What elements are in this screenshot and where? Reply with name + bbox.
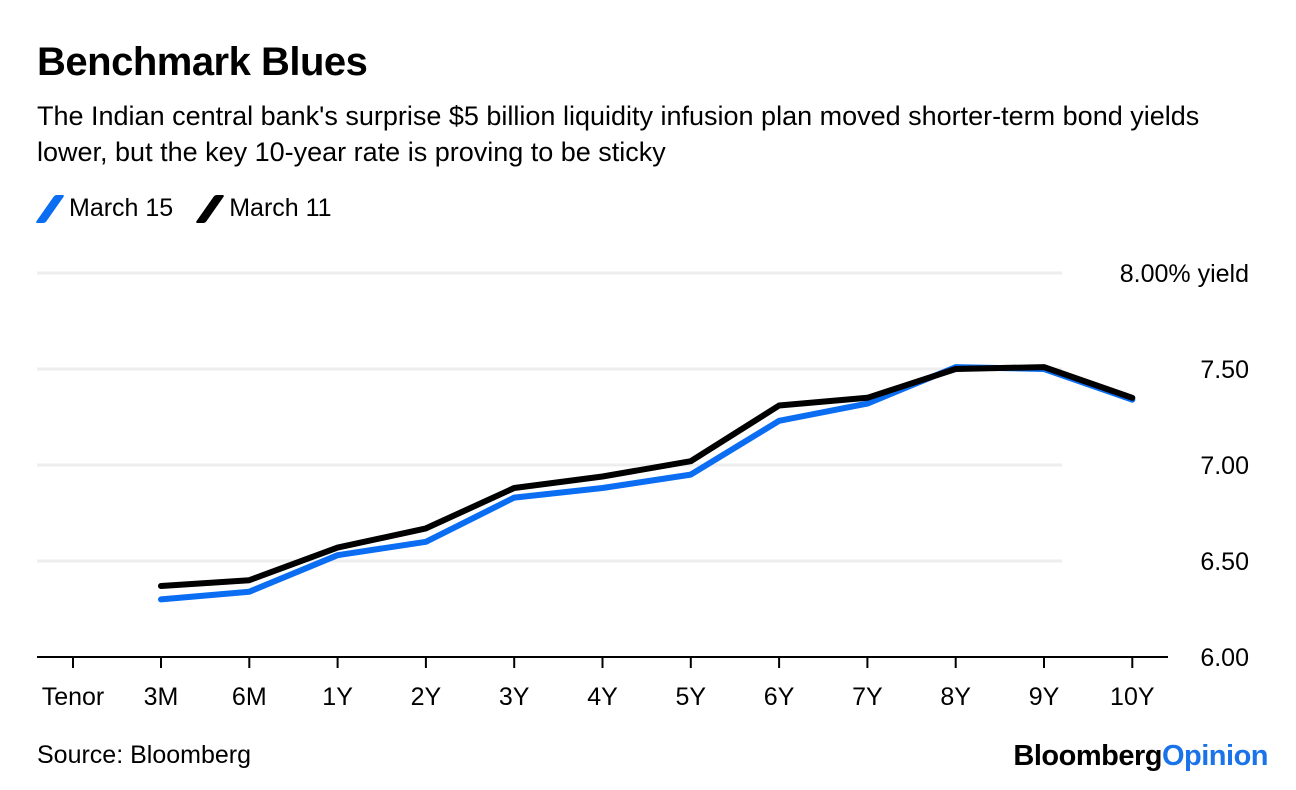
- legend-label-march-11: March 11: [229, 194, 332, 222]
- series-line-march-11: [158, 364, 1136, 589]
- legend-item-march-15: March 15: [35, 194, 174, 223]
- x-tick-label: 4Y: [587, 683, 618, 711]
- brand-main: Bloomberg: [1013, 740, 1162, 772]
- x-tick-label: 2Y: [411, 683, 442, 711]
- x-tick-label: 10Y: [1110, 683, 1155, 711]
- y-axis-labels: 6.00 6.50 7.00 7.50 8.00% yield: [1120, 260, 1249, 672]
- series-lines: [158, 364, 1136, 603]
- y-tick-label: 8.00% yield: [1120, 260, 1249, 288]
- y-tick-label: 6.50: [1200, 548, 1249, 576]
- legend-item-march-11: March 11: [195, 194, 332, 223]
- x-tick-label: 1Y: [322, 683, 353, 711]
- source-note: Source: Bloomberg: [37, 741, 252, 769]
- x-tick-label: 7Y: [852, 683, 883, 711]
- x-tick-label: 6M: [232, 683, 267, 711]
- brand-logo: BloombergOpinion: [1013, 740, 1268, 773]
- x-axis-title: Tenor: [42, 683, 105, 711]
- chart-title: Benchmark Blues: [37, 40, 368, 84]
- legend: March 15 March 11: [35, 194, 356, 223]
- x-tick-label: 8Y: [940, 683, 971, 711]
- legend-label-march-15: March 15: [69, 194, 174, 222]
- x-tick-label: 3Y: [499, 683, 530, 711]
- x-axis: Tenor 3M 6M 1Y 2Y 3Y 4Y 5Y 6Y 7Y 8Y 9Y 10Y: [37, 656, 1168, 711]
- x-tick-label: 9Y: [1029, 683, 1060, 711]
- y-tick-label: 6.00: [1200, 644, 1249, 672]
- y-tick-label: 7.50: [1200, 356, 1249, 384]
- y-tick-label: 7.00: [1200, 452, 1249, 480]
- brand-accent: Opinion: [1161, 740, 1269, 772]
- x-tick-label: 5Y: [676, 683, 707, 711]
- x-tick-label: 6Y: [764, 683, 795, 711]
- x-tick-label: 3M: [144, 683, 179, 711]
- gridlines: [37, 271, 1062, 563]
- series-line-march-15: [158, 364, 1136, 603]
- chart-subtitle: The Indian central bank's surprise $5 bi…: [37, 101, 1200, 167]
